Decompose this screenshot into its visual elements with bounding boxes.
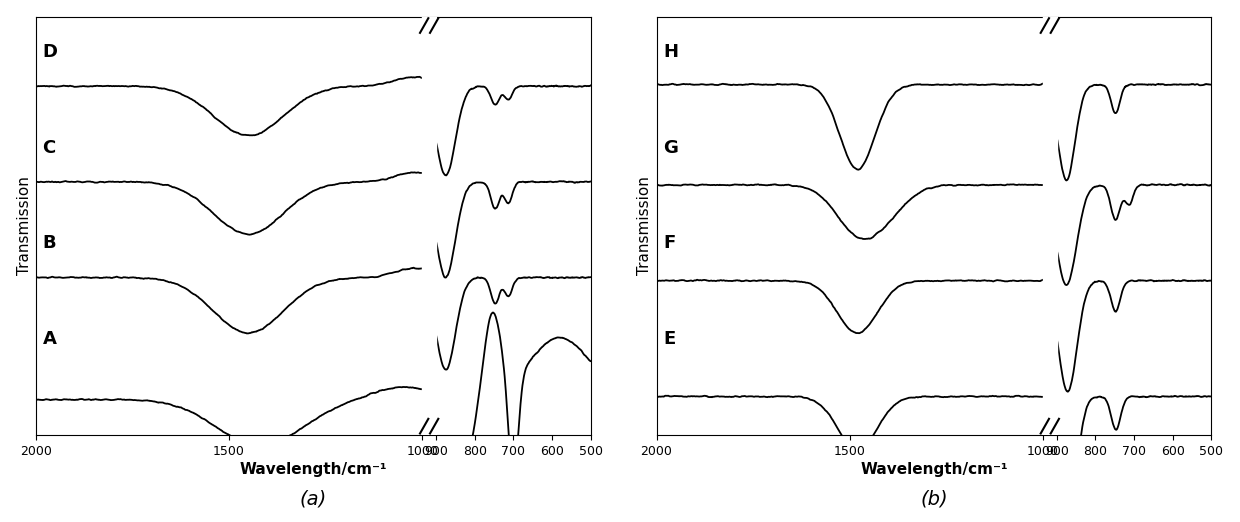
Text: B: B [42,234,56,252]
Text: C: C [42,138,56,157]
Text: D: D [42,43,57,61]
Text: F: F [663,234,676,252]
Text: H: H [663,43,678,61]
Y-axis label: Transmission: Transmission [16,176,32,275]
Text: (b): (b) [920,489,947,508]
Y-axis label: Transmission: Transmission [637,176,652,275]
Text: G: G [663,138,678,157]
X-axis label: Wavelength/cm⁻¹: Wavelength/cm⁻¹ [861,462,1008,477]
Bar [1043,9,1056,443]
Bar [422,9,436,443]
Text: A: A [42,330,56,348]
Text: (a): (a) [300,489,327,508]
Text: E: E [663,330,676,348]
X-axis label: Wavelength/cm⁻¹: Wavelength/cm⁻¹ [239,462,387,477]
